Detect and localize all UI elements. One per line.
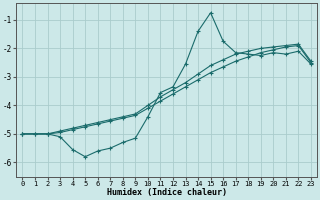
X-axis label: Humidex (Indice chaleur): Humidex (Indice chaleur) (107, 188, 227, 197)
